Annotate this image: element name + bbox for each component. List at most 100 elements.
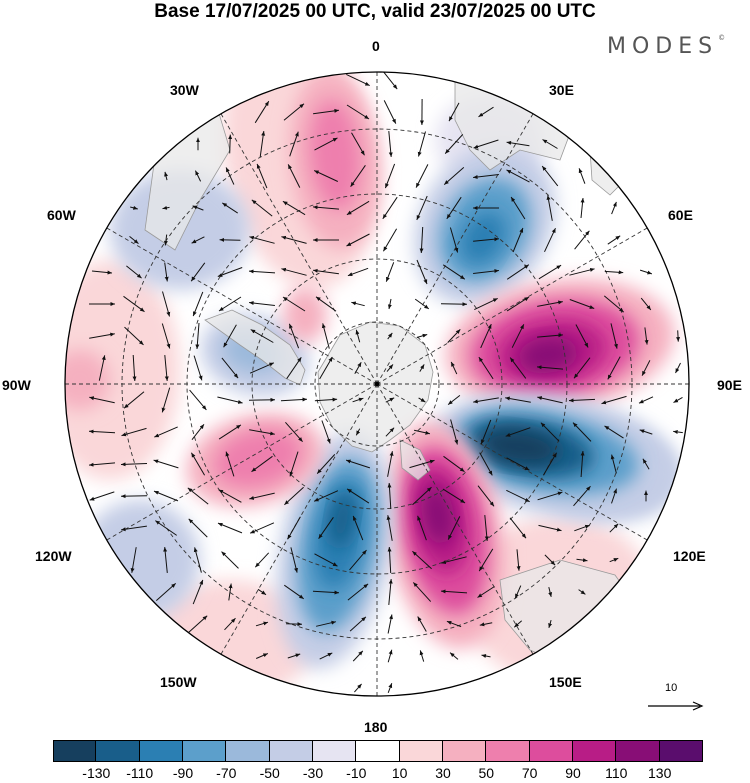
- wind-arrow: [89, 491, 115, 501]
- wind-arrow: [251, 455, 273, 473]
- antarctic-coast-east: [399, 439, 431, 481]
- wind-arrow: [288, 323, 300, 349]
- meridian-line-8: [99, 383, 378, 545]
- wind-arrow: [347, 583, 369, 601]
- wind-arrow: [225, 167, 235, 185]
- wind-arrow: [191, 423, 205, 441]
- wind-arrow: [218, 489, 242, 503]
- wind-arrow: [282, 200, 306, 216]
- wind-arrow: [580, 450, 585, 478]
- map-outline: [64, 71, 690, 697]
- pos-east-core: [518, 336, 578, 374]
- wind-arrow: [506, 296, 530, 312]
- wind-arrow: [511, 324, 525, 348]
- wind-arrow: [673, 429, 683, 434]
- wind-arrow: [544, 227, 556, 253]
- wind-arrow: [314, 137, 338, 151]
- wind-arrow: [313, 268, 339, 275]
- colorbar-tick-label: -70: [216, 765, 237, 781]
- meridian-line-5: [376, 383, 538, 662]
- wind-arrow: [318, 517, 334, 539]
- wind-arrow: [190, 262, 206, 282]
- wind-arrow: [284, 486, 304, 506]
- wind-arrow: [346, 488, 370, 504]
- wind-arrow: [568, 398, 596, 403]
- wind-arrow: [354, 361, 362, 375]
- wind-arrow: [580, 197, 585, 219]
- wind-arrow: [418, 397, 426, 403]
- wind-arrow: [287, 516, 301, 540]
- wind-arrow: [256, 653, 268, 659]
- wind-arrow: [349, 616, 367, 632]
- wind-arrow: [228, 583, 233, 601]
- wind-arrow: [155, 583, 177, 601]
- wind-arrow: [346, 200, 370, 216]
- wind-arrow: [350, 165, 366, 187]
- lon-label-150e: 150E: [549, 674, 582, 690]
- colorbar-tick-label: -130: [82, 765, 111, 781]
- wind-arrow: [351, 301, 365, 307]
- wind-arrow: [162, 205, 170, 210]
- wind-arrow: [225, 451, 235, 477]
- wind-arrow: [604, 425, 624, 439]
- wind-arrow: [506, 169, 530, 183]
- colorbar-swatch: [443, 740, 487, 762]
- wind-arrow: [195, 322, 200, 350]
- colorbar-tick-label: 130: [648, 765, 672, 781]
- wind-arrow: [282, 296, 306, 312]
- wind-arrow: [509, 517, 527, 539]
- wind-arrow: [641, 360, 651, 376]
- wind-arrow: [257, 588, 267, 596]
- wind-arrow: [444, 134, 464, 154]
- wind-arrow: [382, 196, 398, 220]
- wind-arrow: [316, 454, 336, 474]
- wind-arrow: [385, 397, 395, 403]
- wind-arrow: [413, 429, 431, 435]
- wind-arrow: [162, 291, 171, 317]
- colorbar-swatch: [399, 740, 443, 762]
- wind-arrow: [569, 267, 595, 276]
- wind-arrow: [194, 170, 202, 182]
- wind-arrow: [610, 323, 618, 349]
- meridian-line-11: [216, 106, 378, 385]
- wind-arrow: [604, 270, 624, 275]
- wind-arrow: [217, 522, 243, 534]
- wind-arrow: [91, 270, 113, 275]
- wind-arrow: [192, 205, 204, 211]
- wind-arrow: [447, 329, 461, 343]
- wind-arrow: [473, 269, 499, 274]
- wind-arrow: [259, 131, 266, 157]
- wind-arrow: [387, 614, 393, 634]
- wind-arrow: [478, 356, 494, 380]
- wind-arrow: [228, 134, 233, 154]
- wind-arrow: [189, 389, 207, 411]
- wind-arrow: [352, 515, 364, 541]
- wind-arrow: [541, 165, 559, 187]
- wind-arrow: [573, 357, 591, 379]
- wind-arrow: [120, 494, 148, 499]
- wind-arrow: [478, 548, 494, 572]
- wind-arrow: [538, 264, 562, 280]
- wind-arrow: [484, 515, 489, 541]
- neg-pale-southwest: [80, 500, 200, 620]
- wind-arrow: [218, 296, 242, 312]
- colorbar-swatch: [53, 740, 97, 762]
- wind-arrow: [346, 233, 370, 247]
- colorbar-swatch: [356, 740, 400, 762]
- wind-arrow: [123, 295, 145, 313]
- wind-arrow: [473, 397, 499, 404]
- wind-arrow: [153, 459, 179, 469]
- colorbar-tick-label: 50: [478, 765, 495, 781]
- colorbar-swatch: [616, 740, 660, 762]
- wind-arrow: [217, 267, 243, 277]
- colorbar-tick-label: 90: [565, 765, 581, 781]
- wind-arrow: [419, 226, 424, 254]
- wind-arrow: [443, 167, 465, 185]
- wind-arrow: [289, 451, 299, 477]
- wind-arrow: [314, 553, 338, 567]
- wind-arrow: [512, 227, 524, 253]
- wind-arrow: [574, 230, 590, 250]
- wind-arrow: [312, 590, 340, 595]
- wind-arrow: [355, 428, 361, 436]
